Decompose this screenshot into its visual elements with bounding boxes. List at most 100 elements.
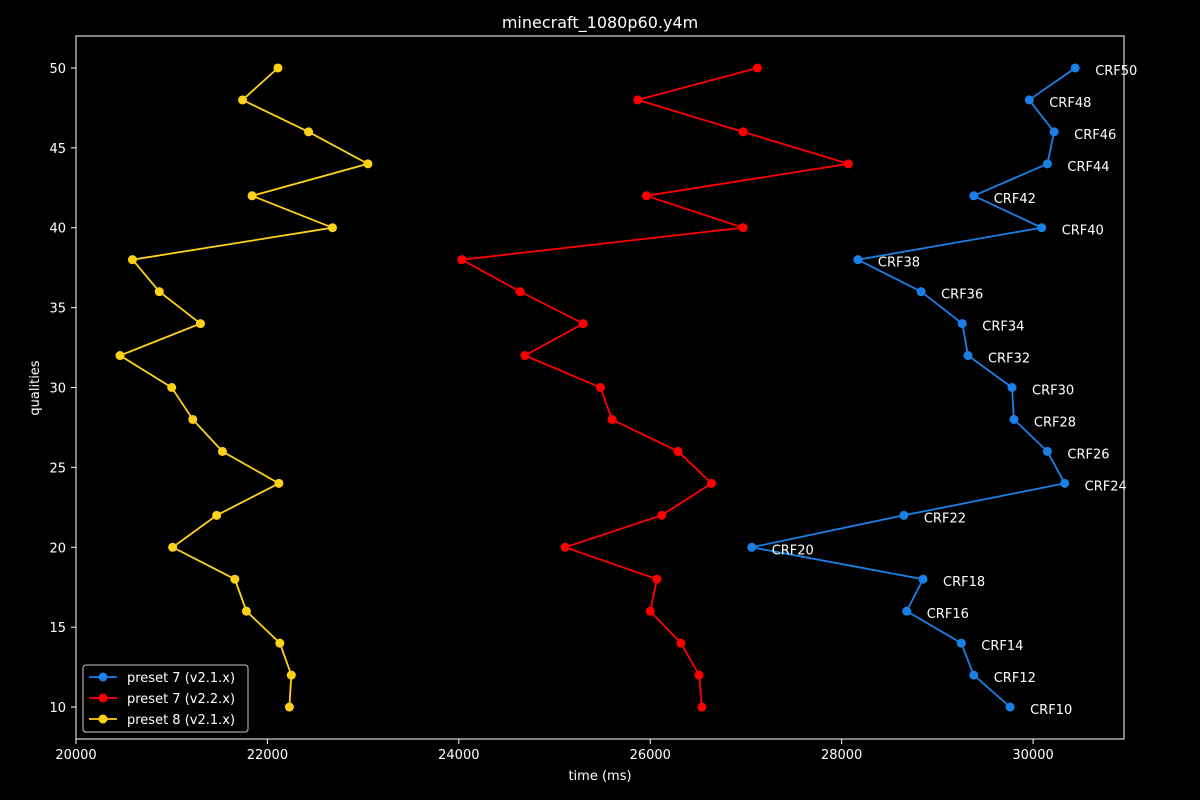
series-1-point [1037,223,1047,233]
series-1-point [969,670,979,680]
point-label: CRF32 [988,352,1030,367]
y-tick-label: 10 [49,701,66,716]
series-3-point [247,191,257,201]
y-tick-label: 45 [49,142,66,157]
y-tick-label: 35 [49,302,66,317]
series-1-point [957,319,967,329]
series-3-point [275,638,285,648]
series-1-point [747,542,757,552]
series-1-point [1024,95,1034,105]
point-label: CRF40 [1062,224,1104,239]
series-1-point [853,255,863,265]
series-1-point [1049,127,1059,137]
point-label: CRF30 [1032,384,1074,399]
legend-box [82,664,249,733]
series-1-point [1005,702,1015,712]
legend-entry-label: preset 8 (v2.1.x) [127,713,235,728]
series-2-point [697,702,707,712]
x-tick-label: 22000 [247,748,288,763]
series-1-point [918,574,928,584]
series-1-point [956,638,966,648]
series-2-point [843,159,853,169]
series-3-point [127,255,137,265]
series-3-point [274,478,284,488]
series-3-point [188,414,198,424]
series-3-point [241,606,251,616]
legend-swatch-marker [98,714,108,724]
series-3-point [168,542,178,552]
series-1-point [1007,383,1017,392]
series-3-point [273,63,283,73]
series-2-point [578,319,588,329]
series-1-point [902,606,912,616]
x-tick-label: 20000 [55,748,96,763]
series-2-point [657,510,667,520]
series-3-point [230,574,240,584]
x-tick-label: 28000 [821,748,862,763]
point-label: CRF42 [994,192,1036,207]
series-3-point [212,510,222,520]
y-tick-label: 15 [49,621,66,636]
point-label: CRF26 [1067,447,1109,462]
legend-entry-label: preset 7 (v2.2.x) [127,692,235,707]
point-label: CRF18 [943,575,985,590]
series-3-point [327,223,337,233]
series-3-point [195,319,205,329]
series-1-point [1042,159,1052,169]
point-label: CRF12 [994,671,1036,686]
series-3-point [154,287,164,297]
series-3-point [217,446,227,456]
point-label: CRF20 [772,543,814,558]
series-1-point [969,191,979,201]
point-label: CRF50 [1095,64,1137,79]
series-1-point [1060,478,1070,488]
y-tick-label: 40 [49,222,66,237]
series-1-point [1042,446,1052,456]
point-label: CRF28 [1034,415,1076,430]
series-2-point [457,255,467,265]
y-axis-label: qualities [28,360,43,415]
series-2-point [560,542,570,552]
series-3-point [363,159,373,169]
y-tick-label: 20 [49,541,66,556]
y-tick-label: 30 [49,382,66,397]
series-3-point [167,383,177,392]
series-3-point [284,702,294,712]
series-2-point [515,287,525,297]
legend-swatch-marker [98,693,108,703]
x-tick-label: 26000 [630,748,671,763]
y-tick-label: 25 [49,461,66,476]
series-2-point [694,670,704,680]
chart-title: minecraft_1080p60.y4m [502,13,698,33]
series-2-point [673,446,683,456]
series-1-point [963,351,973,361]
point-label: CRF24 [1085,479,1127,494]
x-tick-label: 24000 [438,748,479,763]
series-2-point [676,638,686,648]
series-2-point [595,383,605,392]
point-label: CRF38 [878,256,920,271]
series-2-point [752,63,762,73]
series-2-point [652,574,662,584]
legend-swatch-marker [98,672,108,682]
point-label: CRF46 [1074,128,1116,143]
series-3-point [115,351,125,361]
series-1-point [899,510,909,520]
point-label: CRF34 [982,320,1024,335]
series-3-point [286,670,296,680]
legend-entry-label: preset 7 (v2.1.x) [127,671,235,686]
series-2-point [706,478,716,488]
point-label: CRF22 [924,511,966,526]
series-3-point [238,95,248,105]
series-2-point [520,351,530,361]
series-2-point [607,414,617,424]
point-label: CRF48 [1049,96,1091,111]
x-tick-label: 30000 [1012,748,1053,763]
series-1-point [1070,63,1080,73]
series-1-point [1009,414,1019,424]
series-2-point [641,191,651,201]
series-3-point [304,127,314,137]
series-2-point [738,127,748,137]
point-label: CRF36 [941,288,983,303]
